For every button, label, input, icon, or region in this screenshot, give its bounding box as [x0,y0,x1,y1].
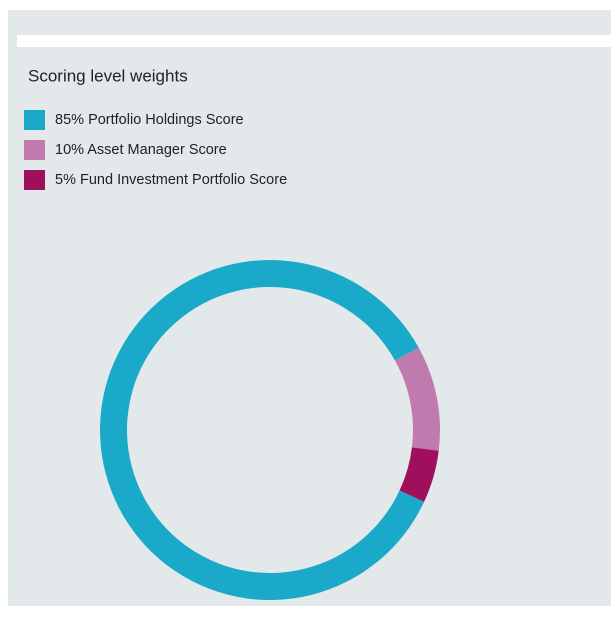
legend-value: 5% [55,172,76,188]
legend-label: 10% Asset Manager Score [55,142,227,158]
legend-name: Portfolio Holdings Score [88,112,244,128]
legend-value: 85% [55,112,84,128]
legend-value: 10% [55,142,84,158]
legend-swatch [24,170,45,190]
legend-label: 85% Portfolio Holdings Score [55,112,244,128]
chart-title: Scoring level weights [28,66,188,85]
legend-swatch [24,110,45,130]
donut-slice [399,447,439,502]
donut-slice [395,347,440,451]
legend-label: 5% Fund Investment Portfolio Score [55,172,287,188]
panel [8,10,611,606]
legend-name: Asset Manager Score [87,142,226,158]
legend-name: Fund Investment Portfolio Score [80,172,287,188]
legend-swatch [24,140,45,160]
header-bar [17,35,611,47]
